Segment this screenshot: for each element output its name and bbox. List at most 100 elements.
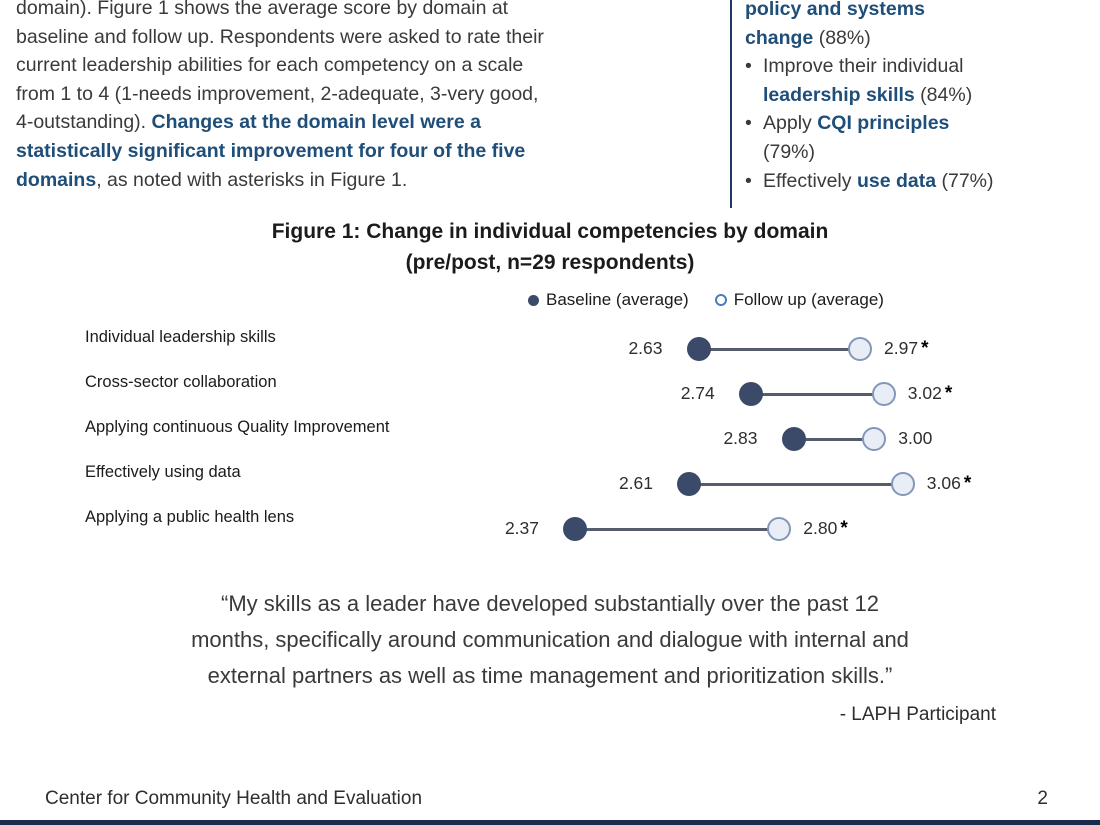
list-item-line: (79%) — [763, 138, 1090, 167]
dumbbell-chart: Individual leadership skills 2.63 2.97 * Cro… — [0, 326, 1100, 554]
quote-line: “My skills as a leader have developed su… — [221, 591, 879, 616]
connector-line — [793, 437, 875, 441]
text-segment: Improve their individual — [763, 55, 964, 78]
highlight-text: use data — [856, 169, 937, 192]
followup-value: 3.00 — [898, 428, 933, 448]
footer-org-name: Center for Community Health and Evaluati… — [45, 788, 423, 809]
baseline-dot — [563, 517, 587, 541]
followup-value-group: 3.00 — [898, 428, 932, 449]
quote-line: external partners as well as time manage… — [207, 663, 893, 688]
category-label: Individual leadership skills — [85, 328, 276, 346]
paragraph-line: domain). Figure 1 shows the average scor… — [16, 0, 716, 23]
list-item: • Apply CQI principles (79%) — [745, 109, 1090, 166]
chart-legend: Baseline (average) Follow up (average) — [528, 290, 884, 310]
paragraph-line: statistically significant improvement fo… — [16, 137, 716, 166]
followup-value: 2.80 — [803, 518, 838, 538]
significance-asterisk: * — [944, 383, 953, 404]
paragraph-line: 4-outstanding). Changes at the domain le… — [16, 108, 716, 137]
category-label: Applying a public health lens — [85, 508, 295, 526]
baseline-value: 2.37 — [504, 518, 539, 538]
participant-quote: “My skills as a leader have developed su… — [80, 586, 1020, 733]
followup-dot — [767, 517, 792, 541]
outcomes-bullet-list: policy and systems change (88%) • Improve t… — [745, 0, 1090, 195]
list-item-line: change (88%) — [745, 24, 1090, 53]
text-segment: (84%) — [914, 83, 973, 106]
paragraph-line: current leadership abilities for each co… — [16, 51, 716, 80]
list-item-line: Improve their individual — [763, 52, 1090, 81]
baseline-value: 2.63 — [628, 338, 663, 358]
intro-paragraph: domain). Figure 1 shows the average scor… — [16, 0, 716, 194]
bottom-edge-bar — [0, 820, 1100, 825]
baseline-dot — [677, 472, 701, 496]
followup-dot — [848, 337, 872, 361]
text-segment: Apply — [763, 112, 818, 135]
followup-dot — [890, 472, 915, 496]
list-item: • Improve their individual leadership skil… — [745, 52, 1090, 109]
bullet-icon: • — [745, 112, 752, 135]
list-item-line: policy and systems — [745, 0, 1090, 24]
connector-line — [698, 347, 860, 351]
highlight-text: CQI principles — [817, 112, 950, 135]
baseline-value: 2.74 — [680, 383, 715, 403]
figure-subtitle: (pre/post, n=29 respondents) — [405, 251, 695, 274]
category-label: Effectively using data — [85, 463, 241, 481]
baseline-marker-icon — [528, 294, 539, 306]
baseline-value: 2.61 — [618, 473, 653, 493]
text-segment: domain). Figure 1 shows the average scor… — [16, 0, 509, 19]
bullet-icon: • — [745, 55, 752, 78]
list-item-line: Effectively use data (77%) — [763, 167, 1090, 196]
list-item-line: Apply CQI principles — [763, 109, 1090, 138]
legend-item-baseline: Baseline (average) — [528, 290, 689, 310]
highlight-text: Changes at the domain level were a — [151, 111, 481, 134]
followup-value-group: 3.02 * — [908, 383, 952, 405]
page-number: 2 — [1037, 788, 1048, 809]
bullet-icon: • — [745, 169, 752, 192]
quote-attribution: - LAPH Participant — [839, 704, 996, 725]
text-segment: current leadership abilities for each co… — [16, 54, 524, 77]
followup-value-group: 2.97 * — [884, 338, 928, 360]
text-segment: (79%) — [763, 140, 816, 163]
paragraph-line: domains, as noted with asterisks in Figu… — [16, 166, 716, 195]
column-divider — [730, 0, 732, 208]
highlight-text: statistically significant improvement fo… — [16, 139, 526, 162]
list-item-line: leadership skills (84%) — [763, 81, 1090, 110]
baseline-dot — [738, 382, 763, 406]
text-segment: , as noted with asterisks in Figure 1. — [96, 168, 408, 191]
category-label: Applying continuous Quality Improvement — [85, 418, 390, 436]
followup-marker-icon — [714, 294, 727, 306]
followup-dot — [871, 382, 896, 406]
baseline-dot — [686, 337, 711, 361]
paragraph-line: baseline and follow up. Respondents were… — [16, 23, 716, 52]
text-segment: from 1 to 4 (1-needs improvement, 2-adeq… — [16, 82, 539, 105]
text-segment: 4-outstanding). — [16, 111, 152, 134]
text-segment: (77%) — [936, 169, 994, 192]
paragraph-line: from 1 to 4 (1-needs improvement, 2-adeq… — [16, 80, 716, 109]
legend-label-followup: Follow up (average) — [733, 290, 884, 309]
text-segment: baseline and follow up. Respondents were… — [16, 25, 544, 48]
followup-value: 3.06 — [926, 473, 961, 493]
followup-value: 2.97 — [884, 338, 919, 358]
highlight-text: domains — [16, 168, 97, 191]
highlight-text: leadership skills — [763, 83, 915, 106]
baseline-dot — [781, 427, 806, 451]
significance-asterisk: * — [840, 518, 848, 539]
followup-value-group: 3.06 * — [927, 473, 971, 495]
connector-line — [689, 482, 903, 486]
baseline-value: 2.83 — [723, 428, 758, 448]
legend-label-baseline: Baseline (average) — [546, 290, 689, 309]
text-segment: Effectively — [763, 169, 857, 192]
list-item: • Effectively use data (77%) — [745, 167, 1090, 196]
followup-dot — [862, 427, 887, 451]
text-segment: (88%) — [813, 26, 871, 49]
highlight-text: policy and systems — [745, 0, 925, 20]
list-item: policy and systems change (88%) — [745, 0, 1090, 52]
connector-line — [750, 392, 884, 396]
significance-asterisk: * — [963, 473, 972, 494]
significance-asterisk: * — [921, 338, 929, 359]
followup-value-group: 2.80 * — [803, 518, 847, 540]
figure-title: Figure 1: Change in individual competenc… — [271, 220, 829, 243]
connector-line — [575, 527, 780, 531]
legend-item-followup: Follow up (average) — [714, 290, 884, 310]
highlight-text: change — [745, 26, 814, 49]
